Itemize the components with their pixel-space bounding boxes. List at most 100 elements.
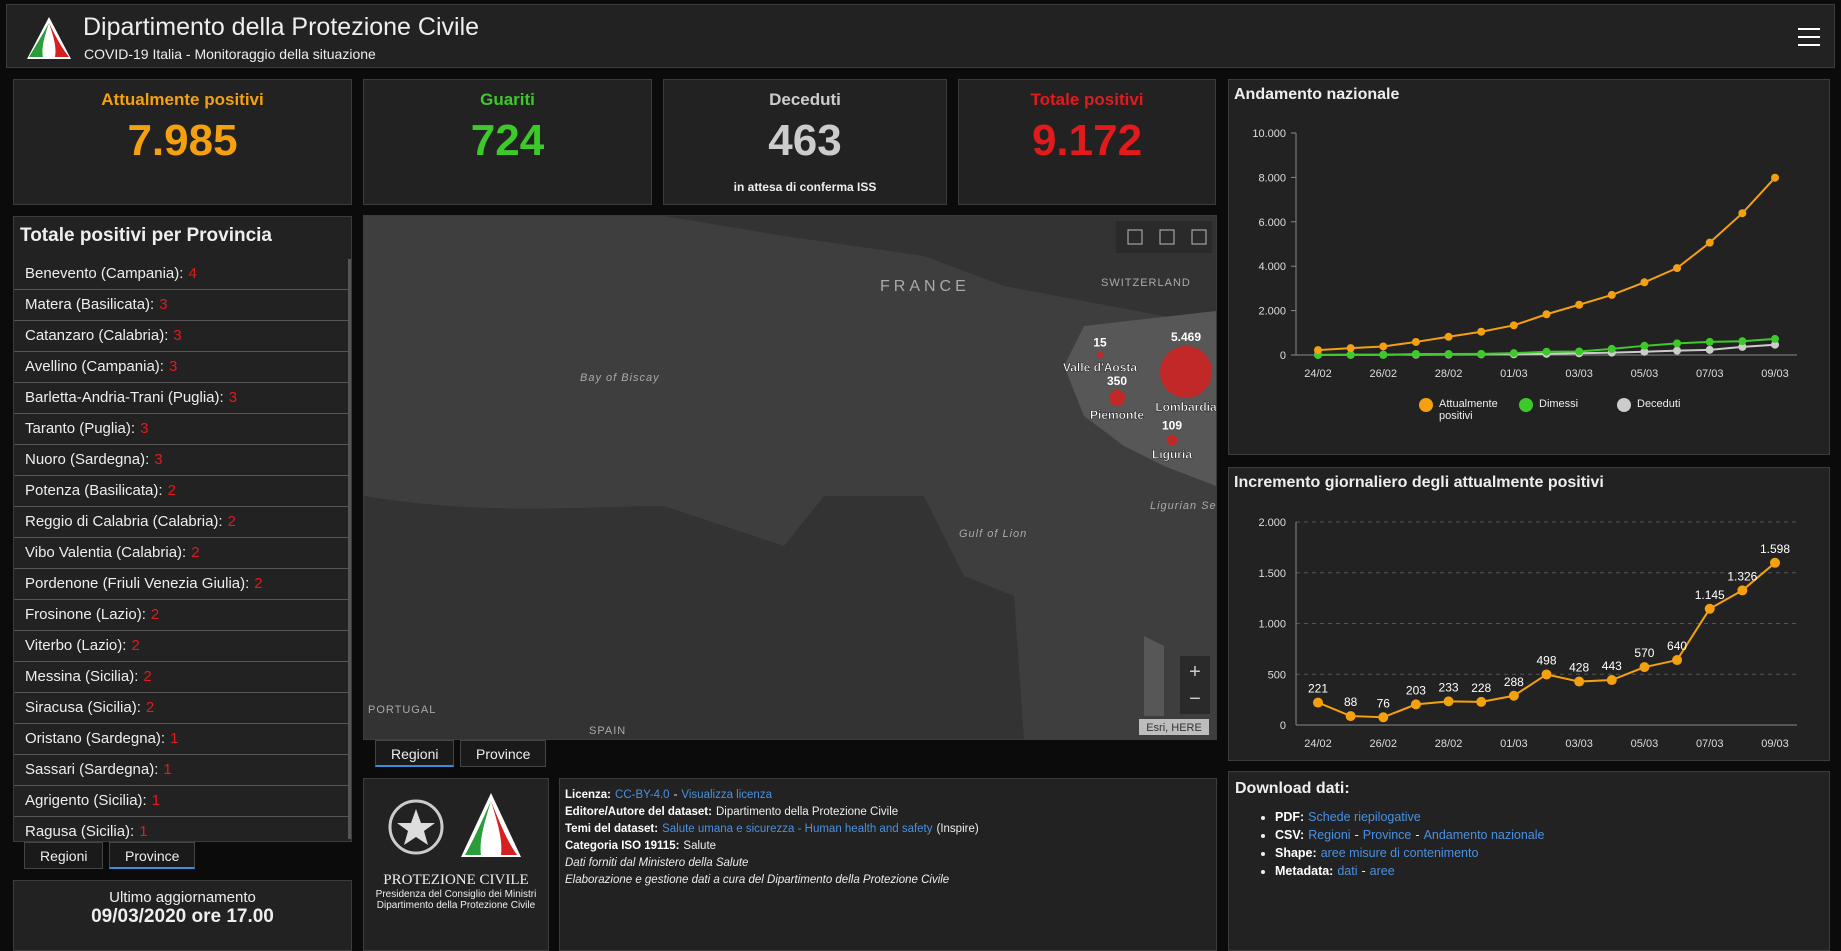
region-value: 15	[1093, 336, 1107, 350]
province-name: Sassari (Sardegna):	[25, 761, 159, 778]
data-label: 640	[1667, 639, 1687, 653]
y-tick-label: 500	[1268, 669, 1286, 681]
info-panel: Licenza: CC-BY-4.0- Visualizza licenza Edit…	[559, 778, 1217, 951]
info-line: Dati forniti dal Ministero della Salute	[565, 855, 1211, 872]
map-tool	[1159, 229, 1175, 245]
data-point	[1443, 696, 1454, 707]
y-tick-label: 0	[1280, 350, 1286, 362]
tab[interactable]: Province	[460, 740, 547, 767]
province-row: Avellino (Campania): 3	[14, 352, 348, 383]
kpi-label: Attualmente positivi	[101, 90, 264, 109]
region-bubble	[1096, 351, 1104, 359]
data-label: 88	[1344, 695, 1358, 709]
data-point	[1476, 696, 1487, 707]
y-tick-label: 0	[1280, 720, 1286, 732]
data-label: 443	[1602, 659, 1622, 673]
text-link[interactable]: aree	[1369, 864, 1395, 878]
province-row: Pordenone (Friuli Venezia Giulia): 2	[14, 569, 348, 600]
menu-button[interactable]	[1798, 28, 1820, 46]
province-name: Frosinone (Lazio):	[25, 606, 146, 623]
legend-item[interactable]: Deceduti	[1617, 398, 1695, 422]
chart: 0 500 1.000 1.500 2.000 24/02 26/02 28/02 01/03 0…	[1258, 517, 1797, 750]
title: Dipartimento della Protezione Civile	[83, 13, 480, 41]
province-row: Sassari (Sardegna): 1	[14, 755, 348, 786]
region-name: Liguria	[1152, 447, 1192, 461]
text-link[interactable]: CC-BY-4.0	[615, 789, 670, 801]
text-link[interactable]: Andamento nazionale	[1423, 828, 1545, 842]
tab[interactable]: Regioni	[24, 842, 104, 869]
kpi-value: 463	[768, 116, 842, 165]
province-value: 2	[143, 668, 152, 685]
x-tick-label: 07/03	[1696, 368, 1724, 380]
data-label: 1.326	[1727, 569, 1757, 583]
region-bubble	[1108, 389, 1126, 407]
province-list[interactable]: Benevento (Campania): 4 Matera (Basilicata…	[14, 259, 351, 841]
info-line: Elaborazione e gestione dati a cura del …	[565, 872, 1211, 889]
data-label: 203	[1406, 683, 1426, 697]
data-label: 76	[1377, 696, 1391, 710]
province-value: 2	[191, 544, 200, 561]
kpi-label: Deceduti	[769, 90, 841, 109]
chart-title: Incremento giornaliero degli attualmente…	[1234, 474, 1604, 491]
text-link[interactable]: Salute umana e sicurezza - Human health …	[662, 823, 933, 835]
province-value: 3	[140, 420, 149, 437]
legend-swatch	[1617, 398, 1631, 412]
text-text: (Inspire)	[936, 823, 979, 835]
legend: Attualmente positivi Dimessi Deceduti	[1419, 398, 1695, 422]
data-point	[1673, 346, 1682, 355]
text-text: Dipartimento della Protezione Civile	[715, 806, 899, 818]
province-name: Viterbo (Lazio):	[25, 637, 127, 654]
text-link[interactable]: Regioni	[1308, 828, 1351, 842]
update-label: Ultimo aggiornamento	[109, 889, 256, 906]
data-point	[1346, 350, 1355, 359]
zoom-box	[1180, 656, 1210, 714]
text-link[interactable]: Visualizza licenza	[681, 789, 772, 801]
text-link[interactable]: aree misure di contenimento	[1320, 846, 1479, 860]
data-point	[1640, 347, 1649, 356]
text-link[interactable]: dati	[1337, 864, 1358, 878]
province-value: 3	[168, 358, 178, 375]
province-row: Reggio di Calabria (Calabria): 2	[14, 507, 348, 538]
data-label: 288	[1504, 675, 1524, 689]
chart-panel: Andamento nazionale 0 2.000 4.000 6.000 8.000…	[1228, 79, 1830, 455]
text-link[interactable]: Schede riepilogative	[1308, 810, 1421, 824]
data-point	[1542, 310, 1551, 319]
kpi-label: Guariti	[480, 90, 535, 109]
data-point	[1509, 349, 1518, 358]
data-label: 221	[1308, 682, 1328, 696]
province-value: 2	[131, 637, 140, 654]
map-canvas: FRANCE SWITZERLAND Bay of Biscay Gulf of Li…	[364, 216, 1216, 739]
data-point	[1509, 321, 1518, 330]
download-item: Metadata:dati-aree	[1275, 862, 1823, 880]
province-name: Reggio di Calabria (Calabria):	[25, 513, 223, 530]
data-point	[1411, 350, 1420, 359]
province-name: Agrigento (Sicilia):	[25, 792, 147, 809]
x-tick-label: 03/03	[1565, 368, 1593, 380]
province-row: Messina (Sicilia): 2	[14, 662, 348, 693]
tab[interactable]: Province	[109, 842, 196, 869]
map[interactable]: FRANCE SWITZERLAND Bay of Biscay Gulf of Li…	[363, 215, 1217, 740]
text-link[interactable]: Province	[1362, 828, 1412, 842]
data-point	[1477, 349, 1486, 358]
x-tick-label: 24/02	[1304, 738, 1332, 750]
legend-item[interactable]: Dimessi	[1519, 398, 1597, 422]
region-name: Piemonte	[1090, 408, 1144, 422]
province-row: Nuoro (Sardegna): 3	[14, 445, 348, 476]
x-tick-label: 05/03	[1631, 368, 1659, 380]
text-italic: Elaborazione e gestione dati a cura del …	[565, 874, 950, 886]
info-line: Categoria ISO 19115: Salute	[565, 838, 1211, 855]
legend-item[interactable]: Attualmente positivi	[1419, 398, 1499, 422]
data-point	[1444, 332, 1453, 341]
text-text: -	[1361, 864, 1366, 878]
data-point	[1314, 346, 1322, 355]
region-value: 109	[1162, 419, 1182, 433]
province-row: Ragusa (Sicilia): 1	[14, 817, 348, 841]
province-row: Potenza (Basilicata): 2	[14, 476, 348, 507]
data-point	[1575, 300, 1584, 309]
data-point	[1705, 238, 1714, 247]
province-row: Benevento (Campania): 4	[14, 259, 348, 290]
tab[interactable]: Regioni	[375, 740, 455, 767]
panel-title: Download dati:	[1235, 780, 1350, 797]
province-name: Pordenone (Friuli Venezia Giulia):	[25, 575, 250, 592]
data-point	[1607, 290, 1616, 299]
